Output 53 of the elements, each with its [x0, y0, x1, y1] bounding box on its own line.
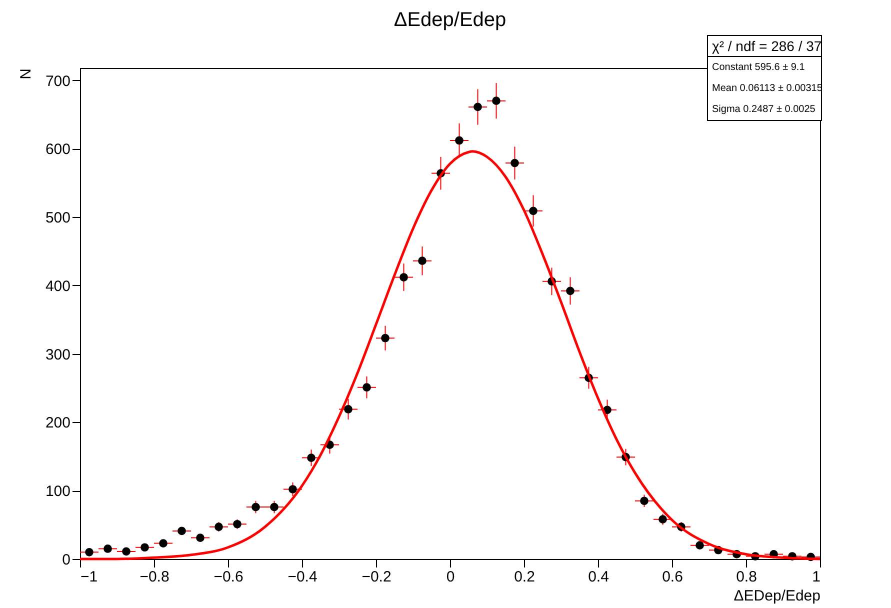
point: [492, 96, 500, 105]
point: [381, 334, 390, 342]
point: [140, 543, 149, 552]
y-tick-label: 700: [45, 72, 70, 90]
y-tick-label: 500: [45, 210, 70, 227]
point: [529, 206, 538, 216]
point: [233, 520, 242, 528]
x-tick-label: 0.6: [662, 568, 683, 586]
point: [418, 256, 426, 266]
annotation: Mean 0.06113 ± 0.00315: [711, 82, 822, 96]
point: [474, 102, 482, 112]
x-tick-label: −0.4: [288, 568, 318, 586]
annotation: Constant 595.6 ± 9.1: [711, 61, 806, 75]
point: [510, 158, 519, 168]
x-tick-label: 0: [446, 568, 455, 586]
point: [159, 539, 168, 548]
point: [696, 541, 704, 550]
point: [400, 273, 408, 282]
y-tick-label: 100: [45, 483, 70, 500]
x-tick-label: −0.6: [214, 568, 244, 586]
point: [288, 485, 297, 494]
point: [196, 534, 204, 542]
annotation: Sigma 0.2487 ± 0.0025: [711, 103, 816, 117]
point: [566, 286, 574, 296]
x-tick-label: −1: [80, 568, 98, 586]
point: [658, 515, 667, 524]
y-tick-label: 400: [45, 278, 70, 295]
x-tick-label: 1: [812, 568, 820, 586]
x-tick-label: −0.2: [362, 568, 392, 586]
point: [252, 502, 260, 512]
point: [178, 526, 186, 536]
point: [344, 405, 352, 414]
x-tick-label: 0.8: [736, 568, 757, 586]
point: [85, 548, 94, 556]
x-tick-label: −0.8: [140, 568, 170, 586]
x-tick-label: 0.2: [514, 568, 535, 586]
y-tick-label: 300: [45, 346, 70, 364]
y-tick-label: 200: [45, 414, 70, 432]
point: [104, 544, 112, 553]
text: χ² / ndf = 286 / 37: [708, 36, 822, 57]
point: [307, 454, 316, 462]
point: [455, 136, 464, 145]
point: [640, 496, 648, 506]
point: [214, 522, 223, 532]
y-axis-title: N: [17, 68, 34, 80]
x-axis-title: ΔEDep/Edep: [734, 588, 820, 604]
chart-title: ΔEdep/Edep: [394, 9, 506, 31]
y-tick-label: 600: [45, 141, 70, 158]
x-tick-label: 0.4: [588, 568, 609, 586]
y-tick-label: 0: [62, 552, 70, 568]
point: [122, 547, 130, 556]
point: [270, 502, 278, 512]
point: [362, 383, 371, 392]
